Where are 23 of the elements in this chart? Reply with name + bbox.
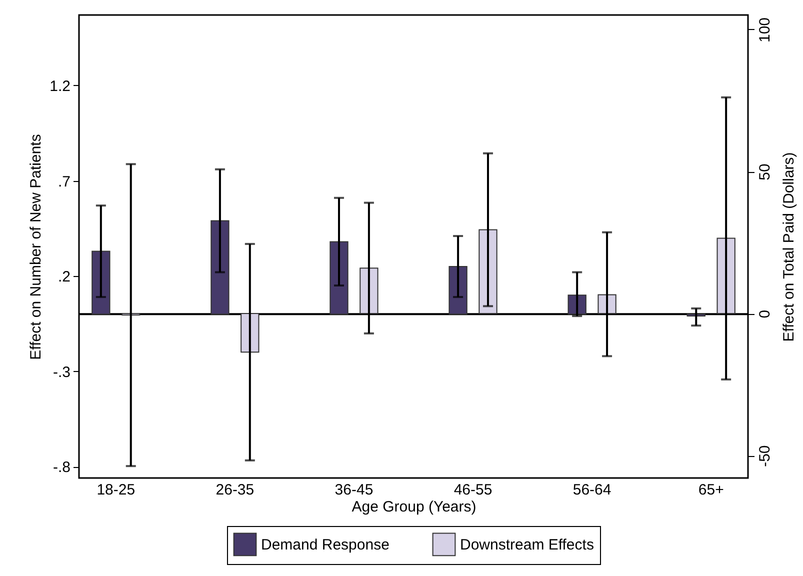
bar [330,241,348,315]
x-tick-label: 46-55 [454,482,492,498]
bar [448,266,468,315]
y2-tick-label: -50 [756,445,774,467]
x-tick-label: 36-45 [334,482,374,498]
y2-tick-label: 0 [756,310,774,318]
y-tick-label: -.3 [52,364,70,381]
x-tick-label: 56-64 [572,482,612,498]
legend-label: Downstream Effects [460,536,594,554]
legend-label: Demand Response [261,536,390,554]
y-tick-label: -.8 [52,459,70,476]
y-tick-label: .7 [58,173,70,190]
x-tick-label: 65+ [698,482,724,498]
x-tick-label: 18-25 [96,482,136,498]
y2-tick-label: 50 [756,164,774,180]
y2-tick-label: 100 [756,17,774,42]
bar [210,220,230,315]
x-tick-label: 26-35 [216,482,254,498]
y-axis-title: Effect on Number of New Patients [28,134,45,360]
y-tick-label: .2 [58,268,70,286]
y-tick-label: 1.2 [50,78,70,95]
y2-axis-title: Effect on Total Paid (Dollars) [780,152,798,342]
x-axis-title: Age Group (Years) [352,498,476,516]
